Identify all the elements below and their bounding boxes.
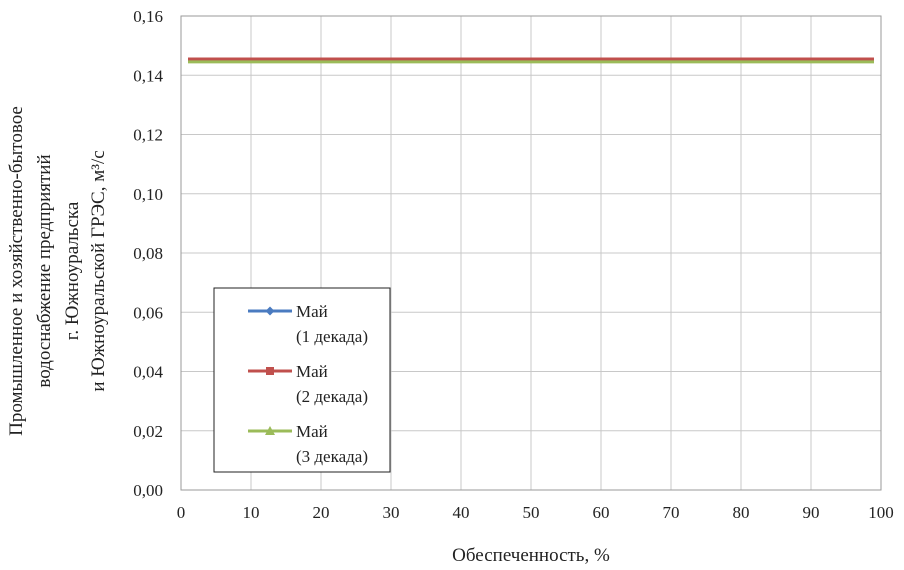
y-axis-title-line: Промышленное и хозяйственно-бытовое: [6, 106, 27, 436]
legend: Май (1 декада) Май (2 декада) Май (3 декада): [213, 287, 391, 473]
x-tick-label: 50: [523, 503, 540, 522]
legend-label: Май: [296, 422, 328, 441]
x-tick-label: 60: [593, 503, 610, 522]
y-tick-label: 0,04: [133, 363, 163, 382]
x-tick-label: 30: [383, 503, 400, 522]
y-tick-label: 0,14: [133, 66, 163, 85]
legend-swatch-marker: [266, 367, 274, 375]
legend-label: (2 декада): [296, 387, 368, 406]
legend-swatch-marker: [265, 426, 275, 435]
y-tick-label: 0,00: [133, 481, 163, 500]
y-axis-title-line: г. Южноуральска: [62, 201, 83, 340]
x-tick-label: 70: [663, 503, 680, 522]
x-axis-title: Обеспеченность, %: [452, 545, 610, 566]
x-tick-label: 90: [803, 503, 820, 522]
x-tick-label: 100: [868, 503, 894, 522]
y-axis-title: Промышленное и хозяйственно-бытовое водос…: [6, 106, 109, 436]
x-tick-label: 10: [243, 503, 260, 522]
legend-label: (3 декада): [296, 447, 368, 466]
y-axis-title-line: и Южноуральской ГРЭС, м³/с: [88, 150, 109, 391]
y-tick-label: 0,06: [133, 303, 163, 322]
y-tick-label: 0,16: [133, 7, 163, 26]
x-tick-label: 40: [453, 503, 470, 522]
legend-label: Май: [296, 362, 328, 381]
tick-labels: 0 10 20 30 40 50 60 70 80 90 100 0,00 0,02 0,04 0,06 0,…: [133, 7, 894, 522]
y-tick-label: 0,12: [133, 126, 163, 145]
y-tick-label: 0,10: [133, 185, 163, 204]
x-tick-label: 0: [177, 503, 186, 522]
y-axis-title-line: водоснабжение предприятий: [34, 154, 55, 387]
gridlines: [180, 15, 882, 491]
legend-swatch-marker: [265, 306, 275, 316]
legend-label: Май: [296, 302, 328, 321]
y-tick-label: 0,08: [133, 244, 163, 263]
y-tick-label: 0,02: [133, 422, 163, 441]
x-tick-label: 80: [733, 503, 750, 522]
legend-label: (1 декада): [296, 327, 368, 346]
plot-area-border: [180, 15, 882, 491]
legend-box: [213, 287, 391, 473]
series-lines: [188, 57, 874, 64]
x-tick-label: 20: [313, 503, 330, 522]
